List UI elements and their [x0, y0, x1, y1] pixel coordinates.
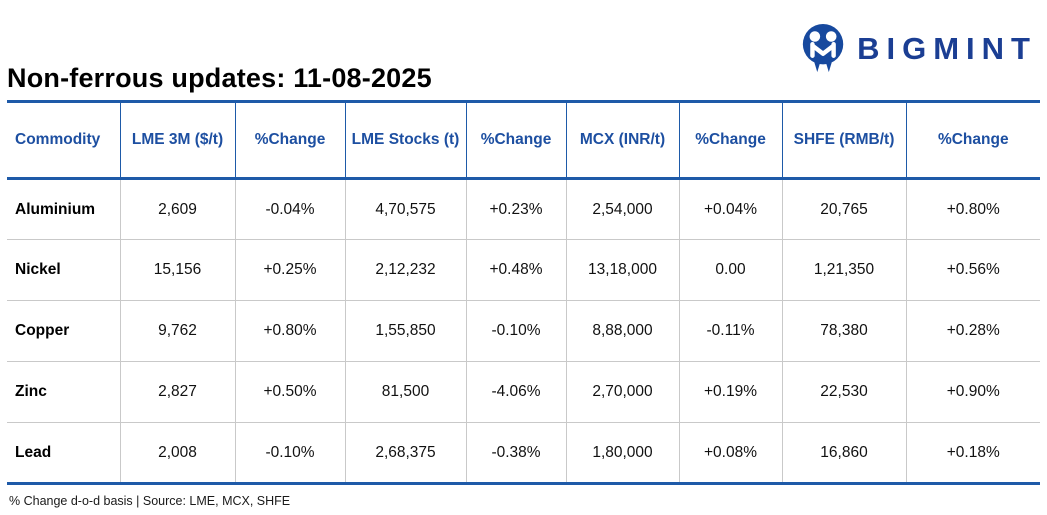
- change-cell: +0.80%: [234, 300, 345, 362]
- value-cell: 16,860: [781, 422, 906, 484]
- change-cell: -0.04%: [234, 178, 345, 240]
- value-cell: 8,88,000: [565, 300, 679, 362]
- footer-note: % Change d-o-d basis | Source: LME, MCX,…: [9, 494, 291, 508]
- change-cell: +0.56%: [905, 239, 1040, 301]
- change-cell: +0.19%: [678, 361, 782, 423]
- page-title: Non-ferrous updates: 11-08-2025: [7, 63, 432, 93]
- change-cell: +0.23%: [465, 178, 566, 240]
- column-header-commodity: Commodity: [7, 101, 120, 180]
- commodity-cell: Aluminium: [7, 178, 120, 240]
- table-row: Lead 2,008 -0.10% 2,68,375 -0.38% 1,80,000 +0.…: [7, 422, 1040, 484]
- value-cell: 13,18,000: [565, 239, 679, 301]
- column-header-lme-stocks-change: %Change: [465, 101, 566, 180]
- change-cell: +0.28%: [905, 300, 1040, 362]
- value-cell: 2,008: [119, 422, 235, 484]
- column-header-shfe: SHFE (RMB/t): [781, 101, 906, 180]
- commodity-cell: Zinc: [7, 361, 120, 423]
- change-cell: -0.11%: [678, 300, 782, 362]
- value-cell: 78,380: [781, 300, 906, 362]
- column-header-mcx-change: %Change: [678, 101, 782, 180]
- change-cell: +0.50%: [234, 361, 345, 423]
- change-cell: -0.10%: [465, 300, 566, 362]
- bigmint-logo-icon: [802, 24, 844, 73]
- value-cell: 81,500: [344, 361, 466, 423]
- value-cell: 1,21,350: [781, 239, 906, 301]
- change-cell: +0.90%: [905, 361, 1040, 423]
- change-cell: +0.25%: [234, 239, 345, 301]
- commodity-cell: Nickel: [7, 239, 120, 301]
- brand-lockup: BIGMINT: [801, 24, 1037, 74]
- value-cell: 2,70,000: [565, 361, 679, 423]
- change-cell: +0.48%: [465, 239, 566, 301]
- value-cell: 15,156: [119, 239, 235, 301]
- value-cell: 1,80,000: [565, 422, 679, 484]
- value-cell: 20,765: [781, 178, 906, 240]
- column-header-lme-stocks: LME Stocks (t): [344, 101, 466, 180]
- table-row: Copper 9,762 +0.80% 1,55,850 -0.10% 8,88,000-…: [7, 300, 1040, 362]
- change-cell: -4.06%: [465, 361, 566, 423]
- value-cell: 2,68,375: [344, 422, 466, 484]
- change-cell: -0.10%: [234, 422, 345, 484]
- value-cell: 2,609: [119, 178, 235, 240]
- table-row: Zinc 2,827 +0.50% 81,500 -4.06% 2,70,000 +0.19…: [7, 361, 1040, 423]
- value-cell: 4,70,575: [344, 178, 466, 240]
- commodity-cell: Copper: [7, 300, 120, 362]
- table-body: Aluminium 2,609 -0.04% 4,70,575 +0.23% 2,54,0…: [7, 178, 1040, 484]
- value-cell: 2,54,000: [565, 178, 679, 240]
- column-header-lme-3m-change: %Change: [234, 101, 345, 180]
- change-cell: +0.80%: [905, 178, 1040, 240]
- value-cell: 22,530: [781, 361, 906, 423]
- change-cell: +0.08%: [678, 422, 782, 484]
- change-cell: -0.38%: [465, 422, 566, 484]
- brand-wordmark: BIGMINT: [857, 31, 1037, 66]
- change-cell: +0.04%: [678, 178, 782, 240]
- change-cell: +0.18%: [905, 422, 1040, 484]
- column-header-mcx: MCX (INR/t): [565, 101, 679, 180]
- value-cell: 2,827: [119, 361, 235, 423]
- value-cell: 2,12,232: [344, 239, 466, 301]
- change-cell: 0.00: [678, 239, 782, 301]
- value-cell: 9,762: [119, 300, 235, 362]
- commodity-price-table: Commodity LME 3M ($/t) %Change LME Stock…: [7, 100, 1040, 485]
- table-row: Nickel 15,156 +0.25% 2,12,232 +0.48% 13,18,00…: [7, 239, 1040, 301]
- column-header-lme-3m: LME 3M ($/t): [119, 101, 235, 180]
- commodity-cell: Lead: [7, 422, 120, 484]
- value-cell: 1,55,850: [344, 300, 466, 362]
- column-header-shfe-change: %Change: [905, 101, 1040, 180]
- table-row: Aluminium 2,609 -0.04% 4,70,575 +0.23% 2,54,0…: [7, 178, 1040, 240]
- table-header-row: Commodity LME 3M ($/t) %Change LME Stock…: [7, 101, 1040, 180]
